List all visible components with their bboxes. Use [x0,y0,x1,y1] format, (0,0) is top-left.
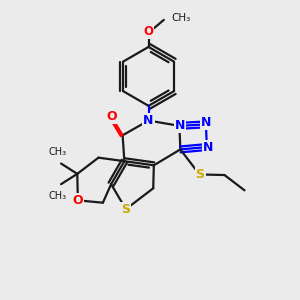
Text: CH₃: CH₃ [49,190,67,201]
Text: O: O [143,25,154,38]
Text: N: N [203,141,214,154]
Text: S: S [122,203,130,216]
Text: O: O [106,110,117,123]
Text: N: N [175,119,185,132]
Text: O: O [73,194,83,207]
Text: N: N [143,114,154,127]
Text: N: N [201,116,211,129]
Text: S: S [196,168,205,181]
Text: CH₃: CH₃ [171,14,190,23]
Text: CH₃: CH₃ [49,147,67,157]
